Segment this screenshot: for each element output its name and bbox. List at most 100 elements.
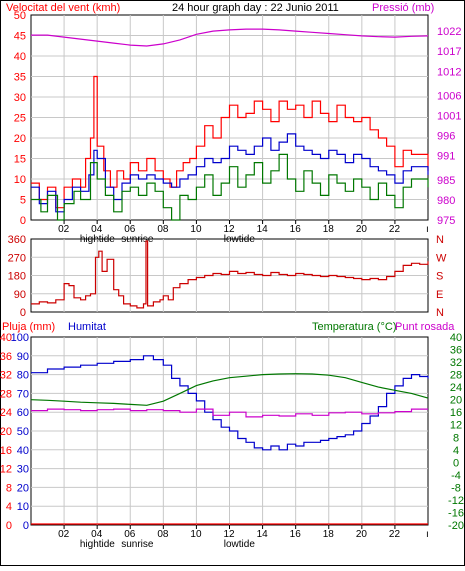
rain-tick-label: 40 [0, 332, 12, 344]
time-tick-label: 18 [323, 529, 335, 540]
humidity-axis-label: Humitat [68, 321, 106, 333]
direction-tick-label: 360 [8, 234, 26, 246]
temperature-tick-label: -4 [451, 470, 461, 482]
pressure-tick-label: 980 [437, 195, 455, 207]
pressure-tick-label: 991 [437, 151, 455, 163]
panel3-rain-ticks: 0 4 8 12 16 20 24 28 32 36 40 [0, 332, 12, 532]
compass-tick-label: N [436, 234, 444, 246]
panel1-pressure-ticks: 975 980 985 991 996 1001 1006 1012 1017 1022 [437, 26, 461, 227]
temperature-tick-label: 4 [453, 445, 459, 457]
time-tick-label: 06 [124, 224, 136, 235]
temperature-tick-label: 12 [450, 420, 462, 432]
time-tick-label: 14 [257, 529, 269, 540]
rain-tick-label: 28 [0, 388, 12, 400]
time-tick-label: 10 [190, 529, 202, 540]
rain-tick-label: 36 [0, 351, 12, 363]
temperature-tick-label: -20 [448, 520, 464, 532]
humidity-tick-label: 20 [17, 482, 29, 494]
event-label-lowtide: lowtide [224, 539, 256, 550]
humidity-tick-label: 30 [17, 464, 29, 476]
time-tick-label: 22 [389, 224, 401, 235]
pressure-tick-label: 996 [437, 131, 455, 143]
temperature-tick-label: 36 [450, 345, 462, 357]
temperature-tick-label: 0 [453, 457, 459, 469]
wind-tick-label: 15 [14, 154, 26, 166]
humidity-tick-label: 10 [17, 501, 29, 513]
panel3-series [30, 355, 429, 525]
temperature-tick-label: 32 [450, 357, 462, 369]
time-tick-label: 12 [224, 224, 236, 235]
wind-tick-label: 30 [14, 92, 26, 104]
rain-tick-label: 24 [0, 407, 12, 419]
humidity-tick-label: 70 [17, 388, 29, 400]
time-tick-label: 22 [389, 529, 401, 540]
wind-tick-label: 20 [14, 133, 26, 145]
time-tick-label: 12 [224, 529, 236, 540]
time-tick-label: 04 [91, 224, 103, 235]
temperature-tick-label: 24 [450, 382, 462, 394]
pressure-tick-label: 1006 [437, 90, 461, 102]
panel2-series [31, 240, 429, 309]
pressure-tick-label: 1012 [437, 66, 461, 78]
pressure-tick-label: 1017 [437, 46, 461, 58]
series-gust [31, 75, 429, 209]
time-tick-label: 20 [356, 529, 368, 540]
wind-tick-label: 25 [14, 113, 26, 125]
temperature-tick-label: -16 [448, 507, 464, 519]
rain-tick-label: 8 [6, 482, 12, 494]
panel1-wind-ticks: 0 5 10 15 20 25 30 35 40 45 50 [14, 10, 26, 227]
compass-tick-label: N [436, 307, 444, 319]
rain-tick-label: 12 [0, 464, 12, 476]
rain-humidity-temp-panel: Pluja (mm) Humitat Temperatura (°C) Punt… [0, 321, 464, 550]
time-tick-label: 16 [290, 529, 302, 540]
temperature-tick-label: 28 [450, 370, 462, 382]
temperature-axis-label: Temperatura (°C) [312, 321, 396, 333]
compass-tick-label: S [436, 271, 443, 283]
panel3-humidity-ticks: 0 10 20 30 40 50 60 70 80 90 100 [11, 332, 29, 532]
compass-tick-label: W [436, 252, 447, 264]
series-pressure [31, 28, 429, 47]
panel1-series [31, 28, 429, 221]
humidity-tick-label: 0 [23, 520, 29, 532]
temperature-tick-label: 40 [450, 332, 462, 344]
time-tick-label: 06 [124, 529, 136, 540]
wind-tick-label: 0 [20, 215, 26, 227]
pressure-tick-label: 975 [437, 215, 455, 227]
wind-tick-label: 40 [14, 51, 26, 63]
wind-tick-label: 45 [14, 31, 26, 43]
series-direction-var [31, 153, 429, 221]
wind-tick-label: 35 [14, 72, 26, 84]
direction-tick-label: 90 [14, 289, 26, 301]
humidity-tick-label: 40 [17, 445, 29, 457]
time-tick-label: 08 [157, 529, 169, 540]
rain-tick-label: 32 [0, 370, 12, 382]
rain-tick-label: 4 [6, 501, 12, 513]
rain-tick-label: 16 [0, 445, 12, 457]
humidity-tick-label: 100 [11, 332, 29, 344]
wind-tick-label: 5 [20, 195, 26, 207]
direction-tick-label: 180 [8, 271, 26, 283]
series-humidity [31, 355, 429, 451]
humidity-tick-label: 60 [17, 407, 29, 419]
time-tick-label: 14 [257, 224, 269, 235]
direction-tick-label: 270 [8, 252, 26, 264]
chart-title: 24 hour graph day : 22 Junio 2011 [172, 2, 339, 14]
series-direction [31, 240, 429, 309]
time-tick-label: 02 [58, 529, 70, 540]
wind-pressure-panel: Velocitat del vent (kmh) 24 hour graph d… [6, 2, 461, 245]
time-tick-label: 04 [91, 529, 103, 540]
rain-tick-label: 0 [6, 520, 12, 532]
pressure-tick-label: 1001 [437, 110, 461, 122]
time-tick-label: 08 [157, 224, 169, 235]
time-tick-label: 10 [190, 224, 202, 235]
temperature-tick-label: 20 [450, 395, 462, 407]
rain-axis-label: Pluja (mm) [2, 321, 55, 333]
humidity-tick-label: 50 [17, 426, 29, 438]
panel3-events: hightide sunrise lowtide [80, 539, 255, 550]
temperature-tick-label: -8 [451, 482, 461, 494]
